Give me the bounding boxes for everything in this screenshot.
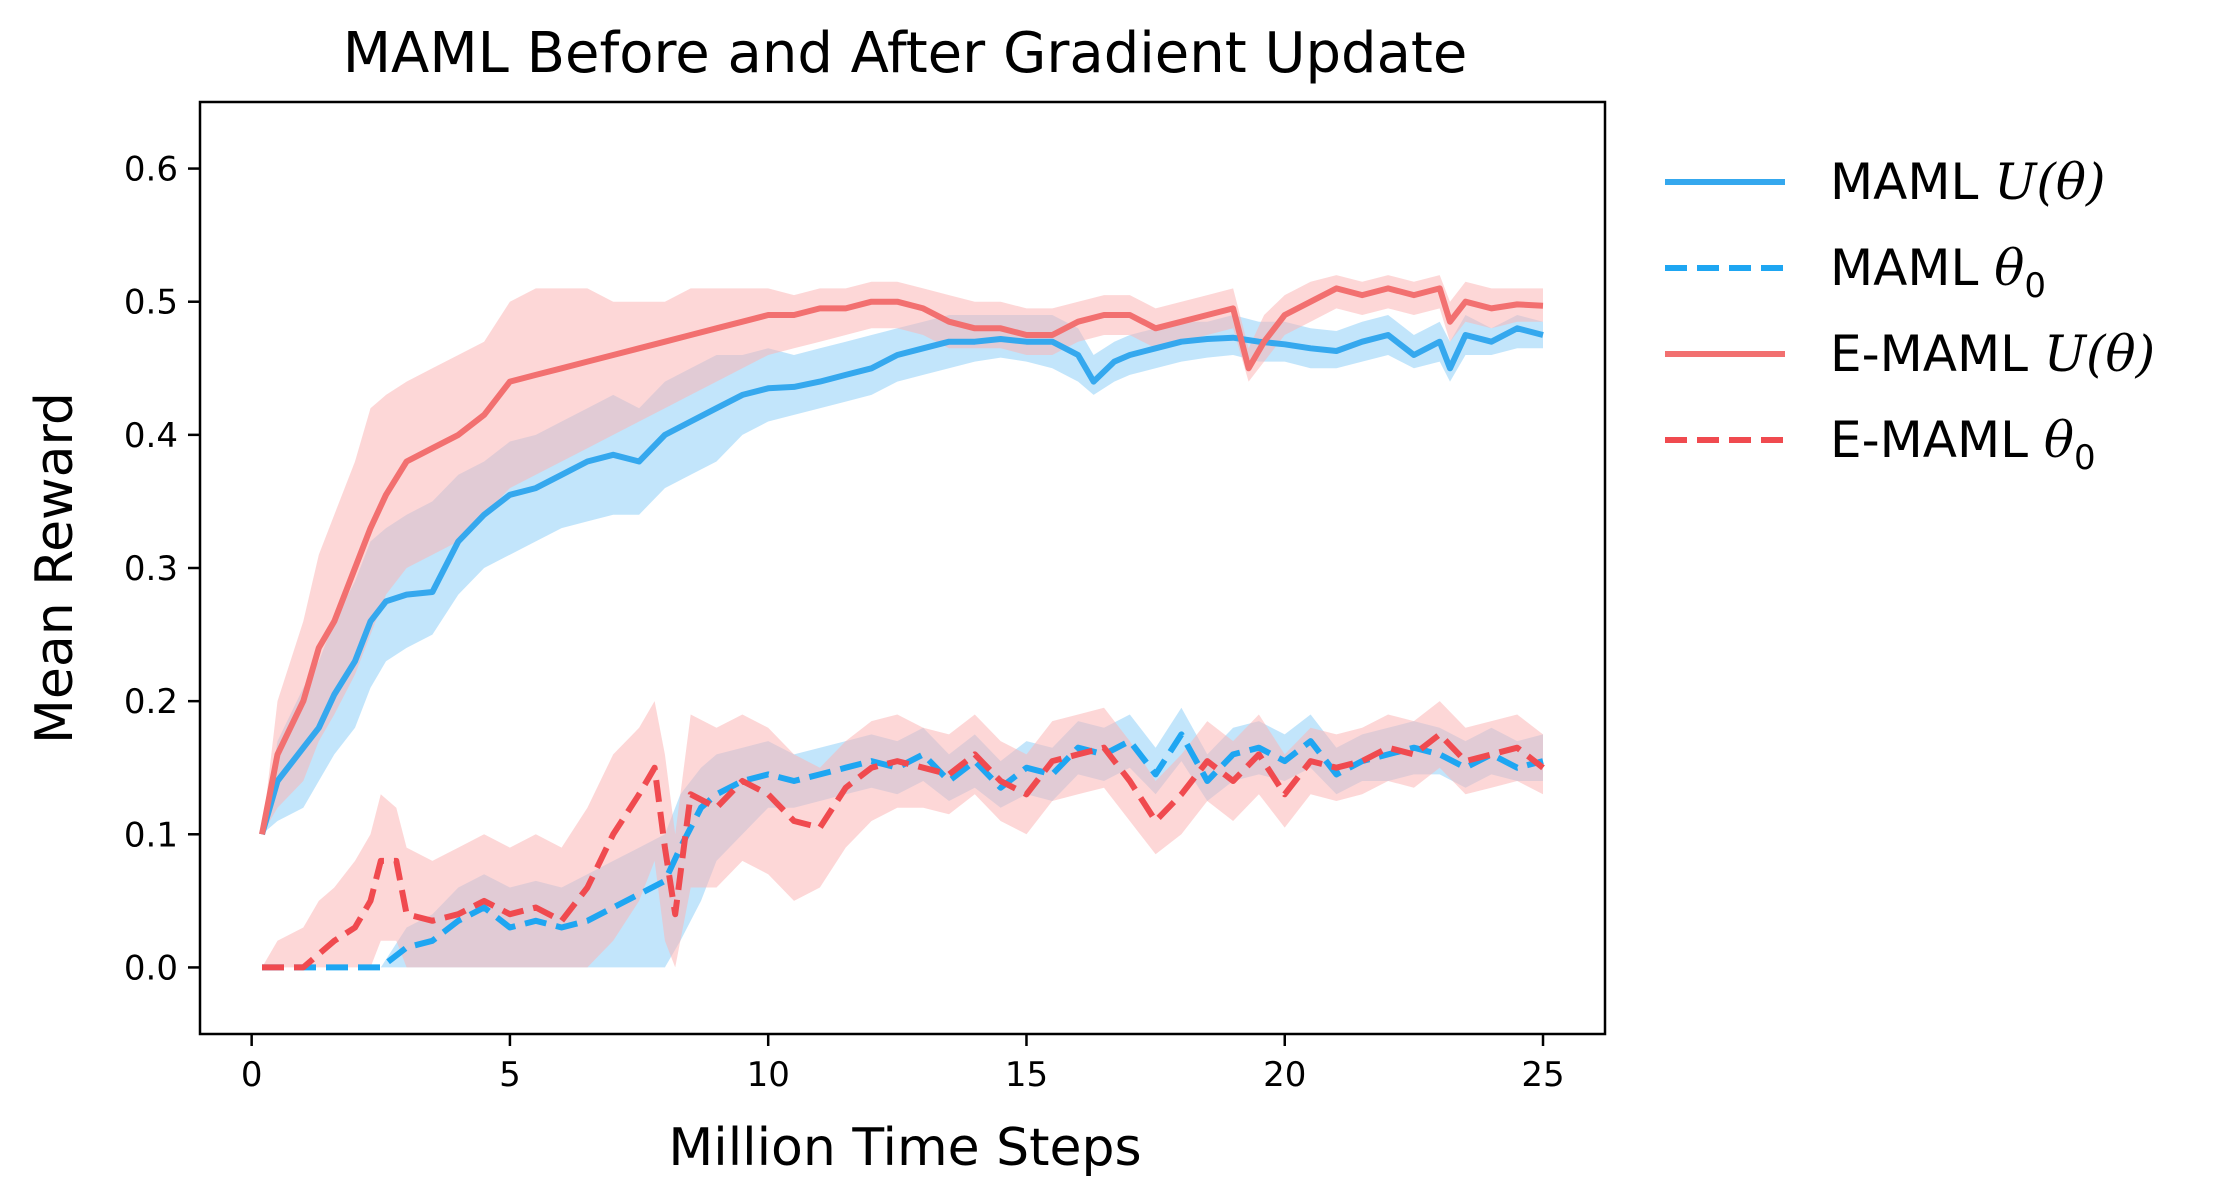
y-axis-label: Mean Reward xyxy=(25,392,85,744)
x-tick-label: 15 xyxy=(1005,1055,1048,1095)
x-tick-label: 25 xyxy=(1521,1055,1564,1095)
band-series-2 xyxy=(262,275,1543,835)
y-axis-ticks: 0.0 0.1 0.2 0.3 0.4 0.5 0.6 xyxy=(124,150,200,988)
legend: MAML U(θ) MAML θ0 E-MAML U(θ) E-MAML θ0 xyxy=(1665,153,2155,478)
line-series-3 xyxy=(262,731,1545,971)
chart-title: MAML Before and After Gradient Update xyxy=(343,21,1468,86)
band-series-3 xyxy=(262,701,1543,968)
series-lines xyxy=(259,285,1545,971)
confidence-bands xyxy=(262,275,1543,968)
line-series-2 xyxy=(259,285,1544,835)
y-tick-label: 0.6 xyxy=(124,150,178,190)
legend-entry-0: MAML U(θ) xyxy=(1830,153,2106,211)
x-tick-label: 10 xyxy=(747,1055,790,1095)
y-tick-label: 0.5 xyxy=(124,283,178,323)
y-tick-label: 0.2 xyxy=(124,682,178,722)
x-tick-label: 5 xyxy=(499,1055,521,1095)
y-tick-label: 0.3 xyxy=(124,549,178,589)
x-tick-label: 0 xyxy=(241,1055,263,1095)
y-tick-label: 0.1 xyxy=(124,815,178,855)
legend-entry-3: E-MAML θ0 xyxy=(1830,411,2096,478)
x-axis-ticks: 0 5 10 15 20 25 xyxy=(241,1034,1565,1095)
legend-entry-2: E-MAML U(θ) xyxy=(1830,325,2155,383)
line-series-0 xyxy=(259,325,1544,836)
legend-entry-1: MAML θ0 xyxy=(1830,239,2046,306)
y-tick-label: 0.4 xyxy=(124,416,178,456)
x-axis-label: Million Time Steps xyxy=(668,1118,1141,1178)
y-tick-label: 0.0 xyxy=(124,948,178,988)
x-tick-label: 20 xyxy=(1263,1055,1306,1095)
line-series-1 xyxy=(262,731,1544,971)
